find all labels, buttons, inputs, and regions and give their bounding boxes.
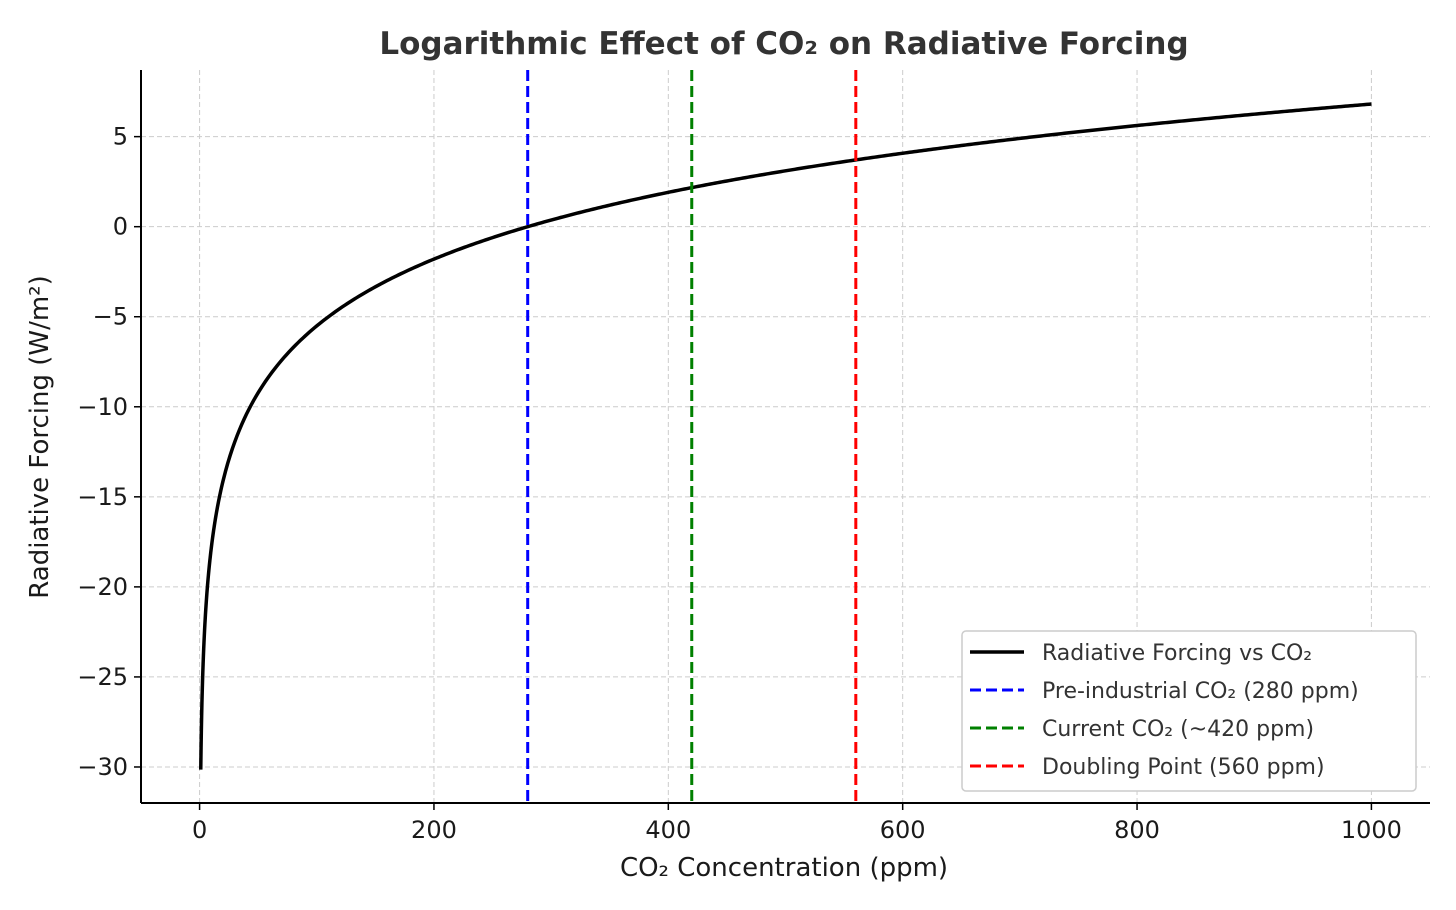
x-tick-label: 800 xyxy=(1114,816,1160,844)
axes xyxy=(140,70,1430,804)
legend-box xyxy=(961,630,1417,792)
radiative-forcing-curve xyxy=(199,102,1372,770)
x-axis-title: CO₂ Concentration (ppm) xyxy=(620,853,948,883)
y-axis-title: Radiative Forcing (W/m²) xyxy=(25,275,55,598)
y-axis-ticks: 5 0 −5 −10 −15 −20 −25 −30 xyxy=(77,123,141,781)
legend-label: Radiative Forcing vs CO₂ xyxy=(1042,641,1312,666)
y-tick-label: −10 xyxy=(77,393,128,421)
legend-label: Current CO₂ (~420 ppm) xyxy=(1042,717,1314,742)
y-tick-label: −15 xyxy=(77,483,128,511)
chart-title: Logarithmic Effect of CO₂ on Radiative F… xyxy=(379,26,1188,62)
y-tick-label: −5 xyxy=(93,303,128,331)
y-tick-label: 0 xyxy=(113,213,128,241)
legend-label: Pre-industrial CO₂ (280 ppm) xyxy=(1042,679,1359,704)
y-tick-label: 5 xyxy=(113,123,128,151)
x-tick-label: 0 xyxy=(192,816,207,844)
plot-area xyxy=(199,70,1372,803)
x-tick-label: 1000 xyxy=(1341,816,1402,844)
x-tick-label: 400 xyxy=(645,816,691,844)
y-tick-label: −30 xyxy=(77,753,128,781)
legend: Radiative Forcing vs CO₂ Pre-industrial C… xyxy=(961,630,1417,792)
y-tick-label: −25 xyxy=(77,663,128,691)
legend-label: Doubling Point (560 ppm) xyxy=(1042,755,1325,780)
x-axis-ticks: 0 200 400 600 800 1000 xyxy=(192,803,1402,844)
y-tick-label: −20 xyxy=(77,573,128,601)
x-tick-label: 200 xyxy=(411,816,457,844)
x-tick-label: 600 xyxy=(880,816,926,844)
